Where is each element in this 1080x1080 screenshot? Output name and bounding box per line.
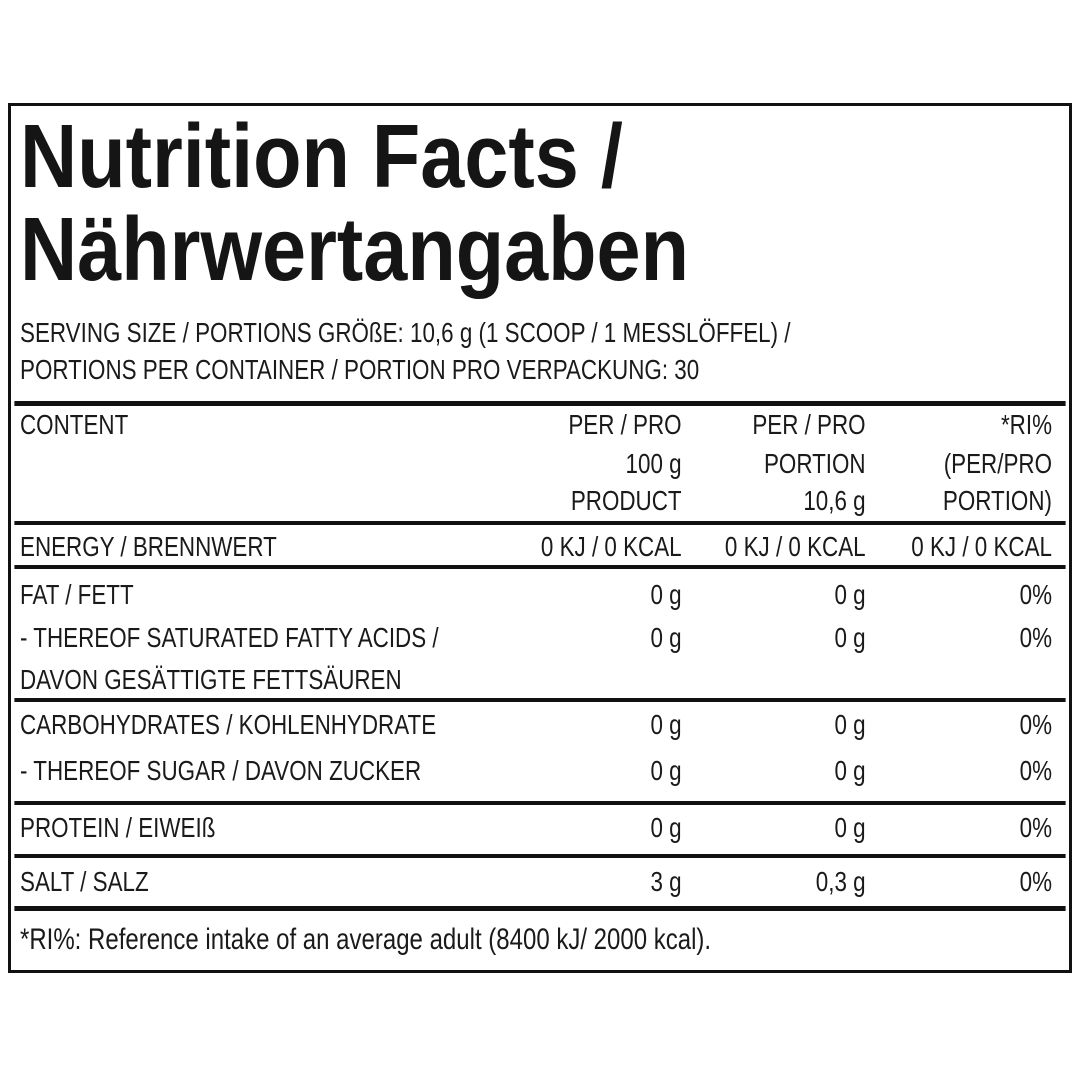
nutrient-name: CARBOHYDRATES / KOHLENHYDRATE: [20, 709, 437, 740]
nutrient-value: 3 g: [650, 866, 682, 897]
column-header: 100 g: [625, 448, 682, 479]
column-header: PER / PRO: [752, 409, 866, 440]
column-header: PRODUCT: [570, 485, 682, 516]
rule: [14, 905, 1066, 911]
nutrient-value: 0 g: [834, 622, 866, 653]
nutrient-value: 0 g: [650, 622, 682, 653]
nutrient-name: ENERGY / BRENNWERT: [20, 531, 277, 562]
nutrient-value: 0 KJ / 0 KCAL: [911, 531, 1052, 562]
rule: [14, 521, 1066, 525]
nutrient-value: 0%: [1019, 755, 1052, 786]
title: Nutrition Facts /: [20, 107, 623, 207]
label-border: [8, 103, 1072, 973]
column-header: PORTION: [763, 448, 866, 479]
nutrient-value: 0 g: [650, 579, 682, 610]
nutrient-value: 0 g: [650, 755, 682, 786]
column-header: (PER/PRO: [943, 448, 1052, 479]
serving-info: SERVING SIZE / PORTIONS GRÖßE: 10,6 g (1…: [20, 317, 791, 348]
rule: [14, 400, 1066, 406]
nutrient-name: SALT / SALZ: [20, 866, 149, 897]
serving-info: PORTIONS PER CONTAINER / PORTION PRO VER…: [20, 354, 700, 385]
nutrient-value: 0%: [1019, 866, 1052, 897]
nutrient-name: PROTEIN / EIWEIß: [20, 812, 216, 843]
nutrient-value: 0 KJ / 0 KCAL: [540, 531, 682, 562]
nutrient-name: FAT / FETT: [20, 579, 134, 610]
nutrient-name: DAVON GESÄTTIGTE FETTSÄUREN: [20, 664, 402, 695]
nutrient-value: 0%: [1019, 579, 1052, 610]
column-header: PORTION): [942, 485, 1052, 516]
column-header: PER / PRO: [568, 409, 682, 440]
nutrient-value: 0%: [1019, 622, 1052, 653]
nutrient-value: 0,3 g: [815, 866, 866, 897]
title: Nährwertangaben: [20, 200, 689, 300]
nutrient-value: 0 g: [834, 579, 866, 610]
footnote: *RI%: Reference intake of an average adu…: [20, 923, 712, 956]
nutrient-name: - THEREOF SATURATED FATTY ACIDS /: [20, 622, 439, 653]
rule: [14, 801, 1066, 805]
rule: [14, 565, 1066, 569]
nutrient-name: - THEREOF SUGAR / DAVON ZUCKER: [20, 755, 422, 786]
nutrient-value: 0 KJ / 0 KCAL: [724, 531, 866, 562]
nutrient-value: 0%: [1019, 812, 1052, 843]
label-body: SERVING SIZE / PORTIONS GRÖßE: 10,6 g (1…: [8, 0, 1080, 1080]
column-header: *RI%: [1000, 409, 1052, 440]
nutrient-value: 0 g: [650, 812, 682, 843]
rule: [14, 854, 1066, 858]
column-header: CONTENT: [20, 409, 129, 440]
rule: [14, 698, 1066, 702]
nutrient-value: 0 g: [834, 709, 866, 740]
column-header: 10,6 g: [803, 485, 866, 516]
nutrient-value: 0%: [1019, 709, 1052, 740]
nutrient-value: 0 g: [650, 709, 682, 740]
nutrient-value: 0 g: [834, 755, 866, 786]
nutrient-value: 0 g: [834, 812, 866, 843]
